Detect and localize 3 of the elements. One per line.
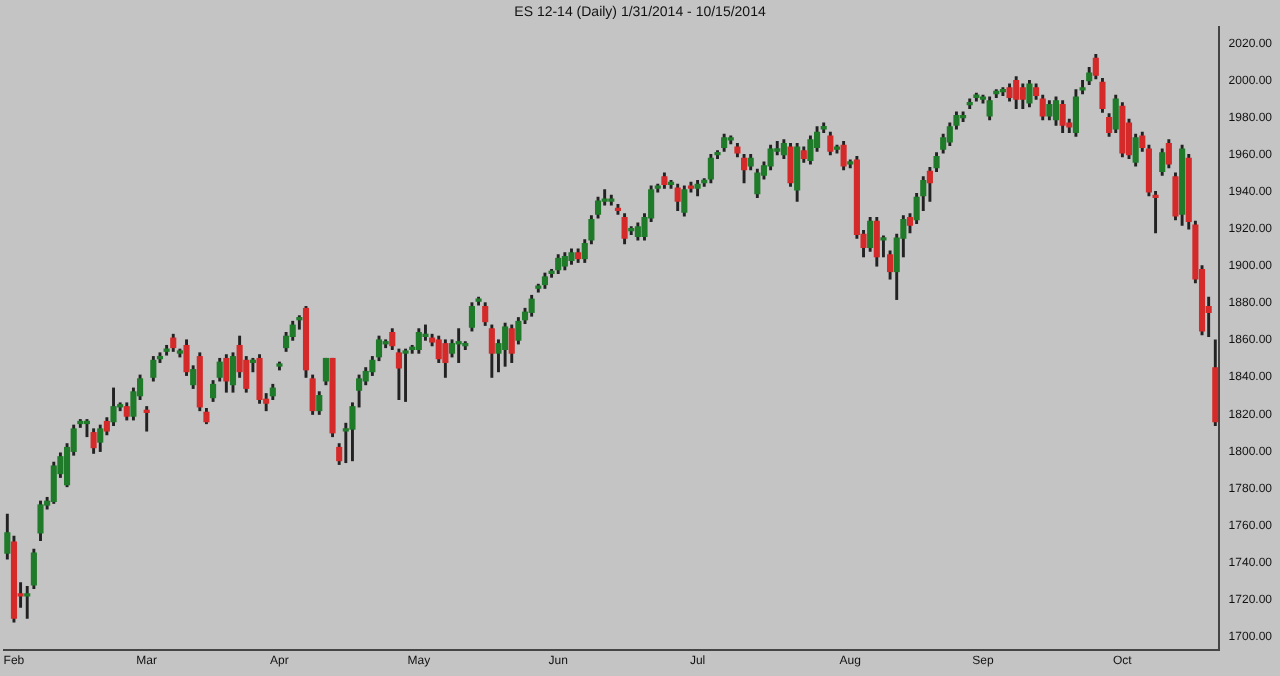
candlestick xyxy=(143,406,150,432)
candlestick xyxy=(402,348,409,402)
candlestick xyxy=(455,328,462,363)
